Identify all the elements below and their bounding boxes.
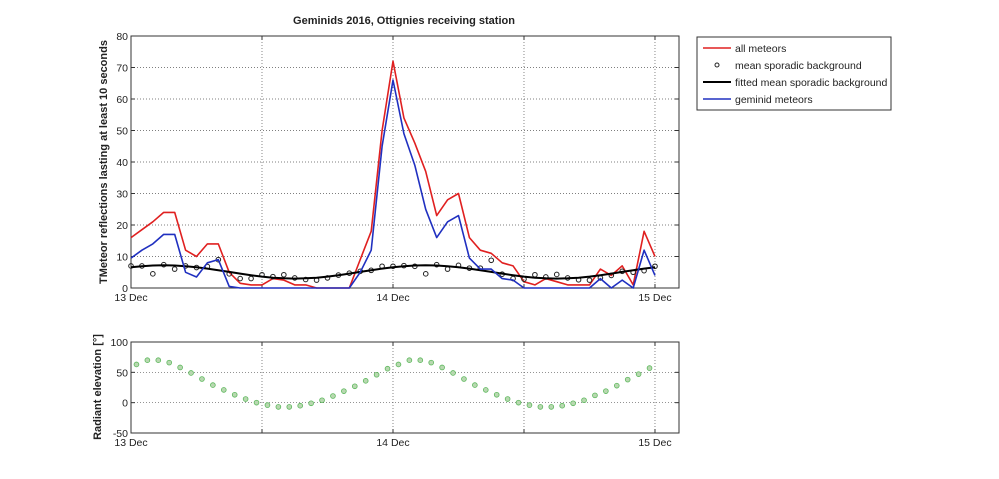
plot-area xyxy=(131,342,679,433)
plot-frame xyxy=(130,35,680,289)
elevation-point xyxy=(482,387,489,393)
x-tick-label: 13 Dec xyxy=(114,437,147,449)
legend-label: mean sporadic background xyxy=(735,60,862,72)
legend-label: fitted mean sporadic background xyxy=(735,77,888,89)
y-tick-label: -50 xyxy=(113,428,128,440)
main-plot: 0 10 20 30 40 50 60 70 80 13 Dec 14 Dec 15 Dec xyxy=(114,31,680,304)
elevation-point xyxy=(439,364,445,371)
legend-label: all meteors xyxy=(735,43,786,55)
y-tick-label: 50 xyxy=(116,126,128,138)
y-tick-label: 70 xyxy=(116,63,128,75)
data-point-mean-sporadic-background xyxy=(302,276,309,283)
main-y-axis-label: TMeteor reflections lasting at least 10 … xyxy=(98,40,110,284)
elevation-point xyxy=(603,388,609,394)
y-tick-label: 50 xyxy=(116,367,128,379)
chart-title: Geminids 2016, Ottignies receiving stati… xyxy=(293,15,515,27)
y-tick-label: 0 xyxy=(122,283,128,295)
elevation-point xyxy=(450,370,456,376)
elevation-point xyxy=(515,399,522,406)
y-tick-label: 10 xyxy=(116,252,128,264)
elevation-point xyxy=(493,391,500,398)
elevation-point xyxy=(188,370,194,376)
plot-frame xyxy=(130,341,680,434)
elevation-point xyxy=(428,359,434,366)
elevation-y-axis-label: Radiant elevation [°] xyxy=(92,334,104,440)
elevation-point xyxy=(351,383,358,390)
y-tick-label: 30 xyxy=(116,189,128,201)
elevation-point xyxy=(166,359,173,366)
elevation-point xyxy=(144,357,151,364)
legend: all meteors mean sporadic background fit… xyxy=(696,36,892,111)
elevation-point xyxy=(461,376,467,382)
elevation-point xyxy=(308,400,314,407)
series-line-geminid-meteors xyxy=(130,79,656,289)
data-point-mean-sporadic-background xyxy=(237,275,243,282)
elevation-point xyxy=(624,376,631,383)
data-point-mean-sporadic-background xyxy=(422,271,429,277)
x-tick-label: 15 Dec xyxy=(638,292,671,304)
elevation-point xyxy=(613,382,620,389)
legend-label: geminid meteors xyxy=(735,94,813,106)
elevation-point xyxy=(286,404,293,410)
data-point-mean-sporadic-background xyxy=(248,275,254,282)
elevation-point xyxy=(210,382,216,388)
elevation-point xyxy=(220,387,227,393)
elevation-point xyxy=(526,402,533,408)
y-tick-label: 40 xyxy=(116,157,128,169)
elevation-point xyxy=(646,365,653,371)
elevation-point xyxy=(133,361,140,368)
elevation-point xyxy=(199,376,205,382)
elevation-point xyxy=(406,357,413,364)
elevation-point xyxy=(548,404,555,410)
y-tick-label: 0 xyxy=(122,398,128,410)
y-tick-label: 60 xyxy=(116,94,128,106)
data-point-mean-sporadic-background xyxy=(553,271,560,278)
elevation-point xyxy=(635,371,642,377)
elevation-point xyxy=(592,392,598,399)
data-point-mean-sporadic-background xyxy=(488,257,495,264)
elevation-point xyxy=(297,402,304,409)
elevation-point xyxy=(504,396,511,402)
data-point-mean-sporadic-background xyxy=(586,277,593,283)
elevation-point xyxy=(253,399,260,406)
elevation-point xyxy=(155,357,162,364)
elevation-point xyxy=(395,361,402,368)
elevation-point xyxy=(242,396,249,402)
x-tick-label: 14 Dec xyxy=(376,437,409,449)
y-tick-label: 80 xyxy=(116,31,128,43)
elevation-point xyxy=(275,404,282,410)
series-line-fitted-mean-sporadic-background xyxy=(130,264,656,280)
data-point-mean-sporadic-background xyxy=(281,271,287,278)
elevation-point xyxy=(559,402,565,409)
series-line-all-meteors xyxy=(130,60,656,289)
elevation-point xyxy=(362,378,369,384)
data-point-mean-sporadic-background xyxy=(128,263,134,269)
elevation-point xyxy=(581,397,587,404)
y-tick-label: 100 xyxy=(110,337,128,349)
elevation-point xyxy=(384,365,391,372)
elevation-point xyxy=(319,397,325,404)
x-tick-label: 15 Dec xyxy=(638,437,671,449)
elevation-point xyxy=(570,400,576,407)
x-tick-label: 13 Dec xyxy=(114,292,147,304)
x-tick-label: 14 Dec xyxy=(376,292,409,304)
elevation-point xyxy=(264,402,271,408)
elevation-point xyxy=(177,364,183,371)
legend-swatch-sporadic xyxy=(714,62,720,68)
data-point-mean-sporadic-background xyxy=(652,263,658,270)
data-point-mean-sporadic-background xyxy=(171,266,178,272)
elevation-plot: -50 0 50 100 13 Dec 14 Dec 15 Dec xyxy=(110,337,680,449)
elevation-point xyxy=(537,404,544,410)
data-point-mean-sporadic-background xyxy=(150,271,156,277)
elevation-point xyxy=(417,357,424,364)
elevation-point xyxy=(341,388,347,394)
elevation-point xyxy=(231,391,238,398)
elevation-point xyxy=(373,371,380,378)
elevation-point xyxy=(330,393,336,399)
elevation-point xyxy=(472,382,478,388)
y-tick-label: 20 xyxy=(116,220,128,232)
